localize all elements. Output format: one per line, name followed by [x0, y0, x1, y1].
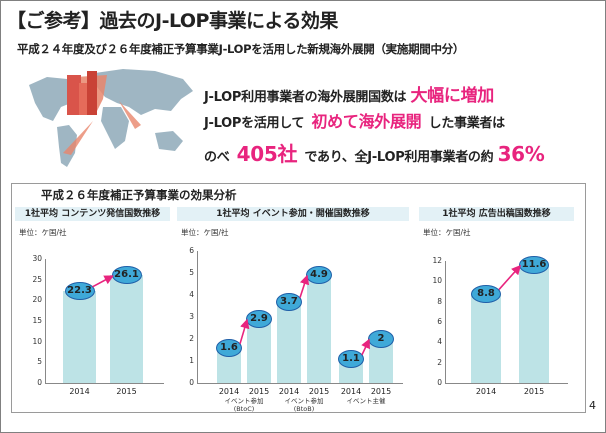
statement-text: J-LOPを活用して	[204, 116, 305, 131]
chart-bar	[307, 275, 331, 383]
x-axis	[445, 383, 568, 384]
chart-unit: 単位：ケ国/社	[423, 228, 471, 237]
trend-arrows	[239, 274, 370, 356]
chart-bar	[471, 293, 501, 383]
world-map-illustration	[29, 69, 193, 167]
analysis-box	[11, 183, 586, 413]
chart-bar	[63, 290, 96, 383]
x-tick-label: 2015	[308, 387, 330, 396]
chart-bar	[519, 265, 549, 383]
chart-title: 1社平均 イベント参加・開催国数推移	[177, 207, 409, 221]
statement-text: のべ	[204, 150, 230, 165]
statement-highlight: 大幅に増加	[410, 86, 494, 106]
y-tick-label: 25	[32, 274, 42, 284]
y-tick-label: 1	[189, 356, 194, 365]
y-tick-label: 8	[437, 296, 442, 306]
chart-unit: 単位：ケ国/社	[181, 228, 229, 237]
y-tick-label: 4	[189, 290, 194, 299]
chart-bar	[110, 275, 143, 383]
data-label-bubble: 1.6	[216, 338, 242, 357]
data-label-bubble: 2.9	[246, 310, 272, 329]
statement-highlight: 36%	[497, 142, 545, 166]
data-label-bubble: 26.1	[111, 266, 142, 285]
trend-arrow	[239, 318, 250, 345]
chart-bar	[247, 319, 271, 383]
x-axis	[45, 383, 164, 384]
chart-bar	[277, 301, 301, 383]
y-axis	[197, 251, 198, 383]
page-number: 4	[589, 399, 596, 412]
page-subtitle: 平成２４年度及び２６年度補正予算事業J-LOPを活用した新規海外展開（実施期間中…	[17, 42, 465, 56]
x-tick-label: 2014	[69, 387, 90, 396]
y-tick-label: 15	[32, 316, 42, 325]
page-title: 【ご参考】過去のJ-LOP事業による効果	[7, 10, 338, 32]
y-tick-label: 5	[189, 268, 194, 277]
group-label: イベント参加	[284, 397, 324, 405]
statement-line-2: J-LOPを活用して 初めて海外展開 した事業者は	[204, 108, 505, 132]
y-axis	[45, 259, 46, 383]
y-tick-label: 2	[437, 357, 442, 367]
y-tick-label: 6	[189, 246, 194, 255]
statement-highlight: 初めて海外展開	[311, 112, 422, 131]
y-tick-label: 10	[432, 276, 442, 286]
chart-panel-ad-countries: 1社平均 広告出稿国数推移単位：ケ国/社 0 2 4 6 8 10 12 8.8 2014 11.6…	[419, 207, 574, 407]
statement-highlight: 405社	[236, 142, 298, 166]
y-tick-label: 0	[37, 378, 42, 387]
group-label: イベント主催	[346, 397, 386, 405]
statement-text: であり、全J-LOP利用事業者の約	[304, 150, 494, 165]
x-tick-label: 2014	[340, 387, 362, 396]
group-label: イベント参加	[224, 397, 264, 405]
chart-panel-content-countries: 1社平均 コンテンツ発信国数推移単位：ケ国/社 0 5 10 15 20 25 30 22.3 2…	[15, 207, 170, 407]
x-tick-label: 2015	[523, 387, 545, 396]
data-label-bubble: 22.3	[64, 281, 95, 300]
x-axis	[197, 383, 403, 384]
trend-arrow	[92, 275, 114, 288]
group-label: (BtoB)	[293, 405, 315, 413]
statement-text: J-LOP利用事業者の海外展開国数は	[204, 90, 407, 105]
y-tick-label: 12	[432, 256, 442, 265]
chart-title: 1社平均 広告出稿国数推移	[419, 207, 574, 221]
chart-unit: 単位：ケ国/社	[19, 228, 67, 237]
x-tick-label: 2014	[475, 387, 497, 396]
x-tick-label: 2015	[370, 387, 392, 396]
y-tick-label: 6	[437, 317, 442, 326]
data-label-bubble: 1.1	[338, 349, 364, 368]
chart-title: 1社平均 コンテンツ発信国数推移	[15, 207, 170, 221]
y-axis	[445, 261, 446, 383]
trend-arrow	[299, 274, 310, 298]
y-tick-label: 5	[37, 357, 42, 367]
x-tick-label: 2014	[218, 387, 240, 396]
statement-line-3: のべ 405社 であり、全J-LOP利用事業者の約 36%	[204, 138, 545, 167]
group-label: (BtoC)	[233, 405, 255, 413]
trend-arrows	[498, 264, 522, 291]
data-label-bubble: 11.6	[519, 256, 549, 275]
x-tick-label: 2014	[278, 387, 300, 396]
y-tick-label: 10	[32, 336, 42, 346]
y-tick-label: 0	[437, 378, 442, 387]
trend-arrow	[361, 338, 370, 356]
analysis-title: 平成２６年度補正予算事業の効果分析	[41, 188, 237, 202]
y-tick-label: 20	[32, 295, 42, 305]
y-tick-label: 2	[189, 334, 194, 343]
y-tick-label: 4	[437, 337, 442, 347]
y-tick-label: 3	[189, 312, 194, 321]
x-tick-label: 2015	[116, 387, 137, 396]
trend-arrow	[498, 264, 522, 291]
data-label-bubble: 3.7	[276, 292, 302, 311]
statement-text: した事業者は	[428, 116, 506, 131]
y-tick-label: 30	[32, 254, 42, 263]
trend-arrows	[92, 275, 114, 288]
statement-line-1: J-LOP利用事業者の海外展開国数は 大幅に増加	[204, 81, 494, 106]
y-tick-label: 0	[189, 378, 194, 387]
x-tick-label: 2015	[248, 387, 270, 396]
chart-panel-event-countries: 1社平均 イベント参加・開催国数推移単位：ケ国/社 0 1 2 3 4 5 6 1.6 2014 2…	[177, 207, 409, 413]
data-label-bubble: 8.8	[471, 284, 501, 303]
